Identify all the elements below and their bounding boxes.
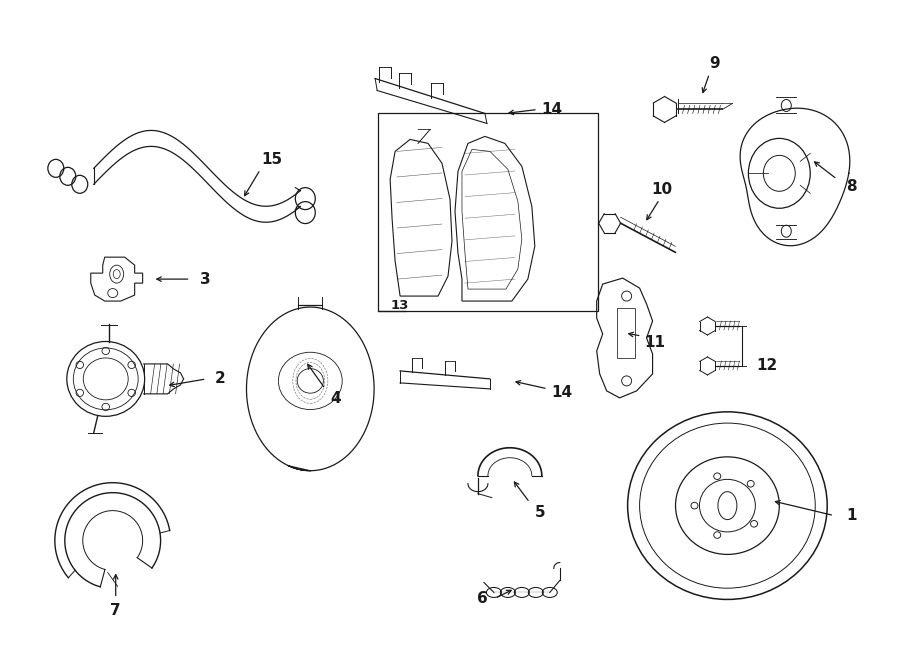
Text: 11: 11 [644, 336, 665, 350]
Text: 15: 15 [262, 152, 283, 167]
Text: 14: 14 [541, 102, 562, 117]
Text: 13: 13 [391, 299, 410, 311]
Text: 1: 1 [846, 508, 857, 523]
Text: 2: 2 [215, 371, 226, 387]
Text: 8: 8 [846, 179, 857, 194]
Text: 7: 7 [111, 603, 121, 618]
Text: 4: 4 [330, 391, 340, 407]
Text: 3: 3 [200, 272, 211, 287]
Text: 9: 9 [709, 56, 720, 71]
Text: 12: 12 [757, 358, 778, 373]
Text: 5: 5 [535, 505, 545, 520]
Text: 10: 10 [651, 182, 672, 197]
Text: 14: 14 [551, 385, 572, 401]
Text: 6: 6 [477, 591, 487, 606]
